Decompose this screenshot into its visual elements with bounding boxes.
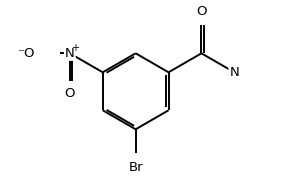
Text: N: N xyxy=(65,47,75,60)
Text: O: O xyxy=(196,5,207,18)
Text: +: + xyxy=(71,43,79,53)
Text: O: O xyxy=(65,87,75,100)
Text: Br: Br xyxy=(128,161,143,174)
Text: N: N xyxy=(230,66,239,79)
Text: ⁻O: ⁻O xyxy=(18,47,35,60)
